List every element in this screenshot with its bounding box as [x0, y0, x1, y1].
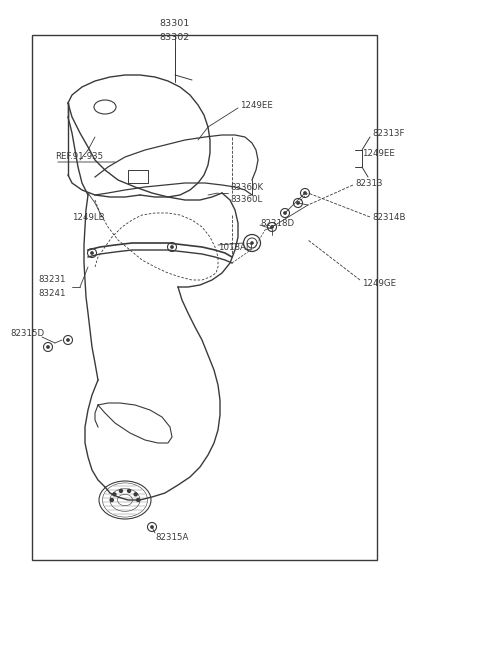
- Text: 82315A: 82315A: [155, 533, 188, 542]
- Circle shape: [303, 191, 307, 195]
- Circle shape: [134, 493, 137, 496]
- Circle shape: [170, 245, 174, 249]
- Circle shape: [250, 241, 254, 245]
- Text: 1249LB: 1249LB: [72, 212, 105, 221]
- Text: 83360K: 83360K: [230, 183, 263, 191]
- Text: 83360L: 83360L: [230, 195, 262, 204]
- Text: 83241: 83241: [38, 288, 65, 297]
- Circle shape: [283, 211, 287, 215]
- Circle shape: [66, 338, 70, 342]
- Circle shape: [110, 498, 113, 502]
- Circle shape: [120, 489, 122, 493]
- Text: 83301: 83301: [160, 18, 190, 28]
- Text: REF.91-935: REF.91-935: [55, 153, 103, 162]
- Text: 82315D: 82315D: [10, 329, 44, 337]
- Circle shape: [296, 201, 300, 205]
- Circle shape: [90, 251, 94, 255]
- Text: 1249EE: 1249EE: [362, 149, 395, 157]
- Text: 83231: 83231: [38, 276, 65, 284]
- Circle shape: [113, 493, 116, 496]
- Circle shape: [150, 525, 154, 529]
- Text: 82318D: 82318D: [260, 219, 294, 227]
- Circle shape: [128, 489, 131, 493]
- Text: 1018AD: 1018AD: [218, 242, 252, 252]
- Circle shape: [137, 498, 140, 502]
- Circle shape: [270, 225, 274, 229]
- Circle shape: [46, 345, 50, 349]
- Text: 1249GE: 1249GE: [362, 278, 396, 288]
- Text: 82313: 82313: [355, 179, 383, 187]
- Text: 83302: 83302: [160, 33, 190, 41]
- Text: 82314B: 82314B: [372, 212, 406, 221]
- Text: 82313F: 82313F: [372, 128, 405, 138]
- Bar: [32, 35, 377, 560]
- Text: 1249EE: 1249EE: [240, 100, 273, 109]
